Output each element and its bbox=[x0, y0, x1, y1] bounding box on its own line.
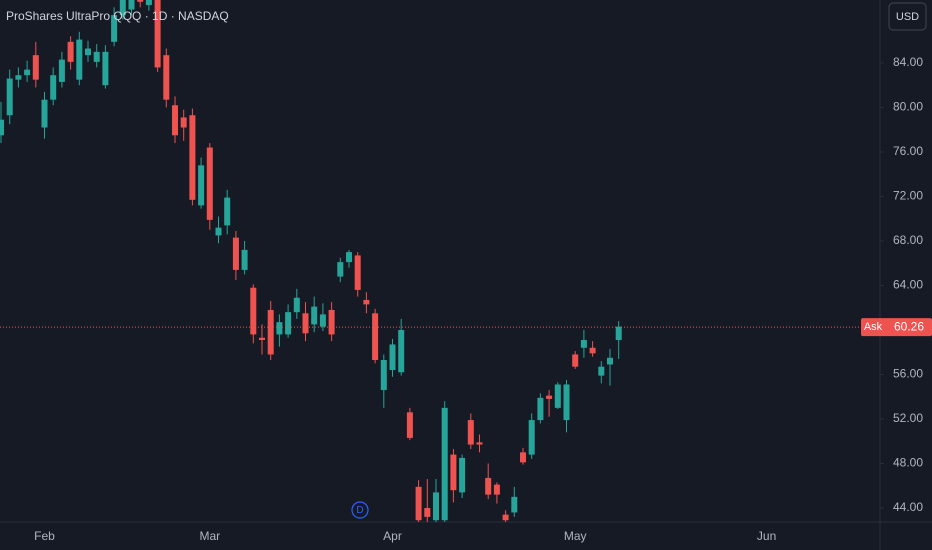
price-label-value: 60.26 bbox=[894, 319, 924, 333]
candle-body bbox=[250, 287, 257, 335]
candle-body bbox=[572, 354, 579, 367]
event-marker bbox=[351, 501, 369, 519]
y-tick-label: 76.00 bbox=[893, 144, 923, 158]
candle-body bbox=[346, 252, 352, 263]
candle-body bbox=[85, 48, 91, 56]
candle-body bbox=[293, 297, 300, 313]
price-label-name: Ask bbox=[864, 321, 883, 333]
candle-body bbox=[180, 117, 187, 128]
y-tick-label: 44.00 bbox=[893, 500, 923, 514]
x-tick-label: Jun bbox=[757, 529, 776, 543]
candle-body bbox=[537, 397, 544, 421]
candle-body bbox=[189, 115, 196, 200]
candle-body bbox=[476, 442, 483, 445]
y-tick-label: 80.00 bbox=[893, 100, 923, 114]
x-tick-label: May bbox=[564, 529, 587, 543]
currency-label[interactable]: USD bbox=[896, 11, 919, 23]
candle-body bbox=[259, 337, 265, 340]
candle-body bbox=[424, 507, 431, 517]
candle-body bbox=[493, 484, 500, 495]
candle-body bbox=[406, 412, 413, 438]
candles bbox=[0, 0, 622, 522]
candle-body bbox=[502, 514, 509, 521]
candle-body bbox=[415, 486, 422, 521]
x-tick-label: Feb bbox=[34, 529, 55, 543]
candle-body bbox=[67, 41, 74, 62]
candle-body bbox=[137, 0, 144, 2]
candle-body bbox=[467, 420, 474, 445]
y-tick-label: 48.00 bbox=[893, 456, 923, 470]
candle-body bbox=[145, 0, 152, 6]
candle-body bbox=[206, 147, 213, 220]
candle-body bbox=[58, 59, 65, 82]
currency-button[interactable] bbox=[888, 2, 927, 31]
candle-body bbox=[24, 69, 31, 76]
candle-body bbox=[441, 407, 448, 521]
x-tick-label: Apr bbox=[383, 529, 402, 543]
candle-body bbox=[398, 329, 405, 373]
candle-body bbox=[15, 75, 22, 80]
candle-body bbox=[546, 395, 553, 399]
candle-body bbox=[302, 313, 309, 334]
price-label-bg bbox=[861, 318, 932, 337]
candle-body bbox=[215, 227, 222, 236]
candle-body bbox=[311, 306, 318, 325]
candle-body bbox=[459, 457, 466, 493]
candle-body bbox=[154, 0, 161, 68]
candle-body bbox=[389, 344, 396, 371]
candle-body bbox=[172, 105, 178, 136]
candle-body bbox=[363, 299, 370, 305]
candle-body bbox=[232, 237, 239, 270]
y-tick-label: 52.00 bbox=[893, 411, 923, 425]
candle-body bbox=[580, 339, 587, 348]
candle-body bbox=[285, 312, 292, 335]
candle-body bbox=[128, 0, 135, 10]
candle-body bbox=[528, 420, 535, 455]
candle-body bbox=[511, 496, 518, 513]
candle-body bbox=[163, 55, 170, 100]
candle-body bbox=[615, 326, 622, 340]
candle-body bbox=[198, 165, 205, 206]
candle-body bbox=[337, 262, 344, 277]
candle-body bbox=[50, 75, 57, 100]
candle-body bbox=[119, 0, 126, 16]
candle-body bbox=[450, 454, 457, 491]
y-tick-label: 72.00 bbox=[893, 189, 923, 203]
candle-body bbox=[102, 51, 109, 86]
candle-body bbox=[111, 15, 118, 42]
event-marker-label: D bbox=[356, 505, 363, 516]
candle-body bbox=[485, 477, 492, 495]
y-tick-label: 68.00 bbox=[893, 233, 923, 247]
candle-body bbox=[520, 452, 526, 463]
candle-body bbox=[41, 99, 48, 128]
candle-body bbox=[554, 384, 561, 408]
candle-body bbox=[372, 313, 379, 361]
candle-body bbox=[6, 78, 13, 116]
candle-body bbox=[0, 119, 4, 136]
candle-body bbox=[563, 384, 570, 421]
candle-body bbox=[380, 360, 387, 391]
candle-body bbox=[32, 55, 39, 80]
candle-body bbox=[76, 39, 83, 80]
y-tick-label: 56.00 bbox=[893, 367, 923, 381]
candle-body bbox=[93, 51, 100, 62]
x-tick-label: Mar bbox=[199, 529, 220, 543]
symbol-title: ProShares UltraPro QQQ · 1D · NASDAQ bbox=[6, 9, 229, 23]
candle-body bbox=[267, 309, 274, 355]
y-tick-label: 84.00 bbox=[893, 55, 923, 69]
candle-body bbox=[224, 197, 231, 226]
candle-body bbox=[354, 255, 361, 290]
candle-body bbox=[276, 322, 283, 335]
candle-body bbox=[607, 357, 613, 365]
candle-body bbox=[319, 314, 326, 327]
candle-body bbox=[328, 309, 335, 335]
y-tick-label: 64.00 bbox=[893, 278, 923, 292]
candle-body bbox=[598, 366, 605, 376]
candle-body bbox=[589, 347, 596, 354]
candle-body bbox=[241, 249, 248, 270]
candle-body bbox=[433, 492, 439, 521]
